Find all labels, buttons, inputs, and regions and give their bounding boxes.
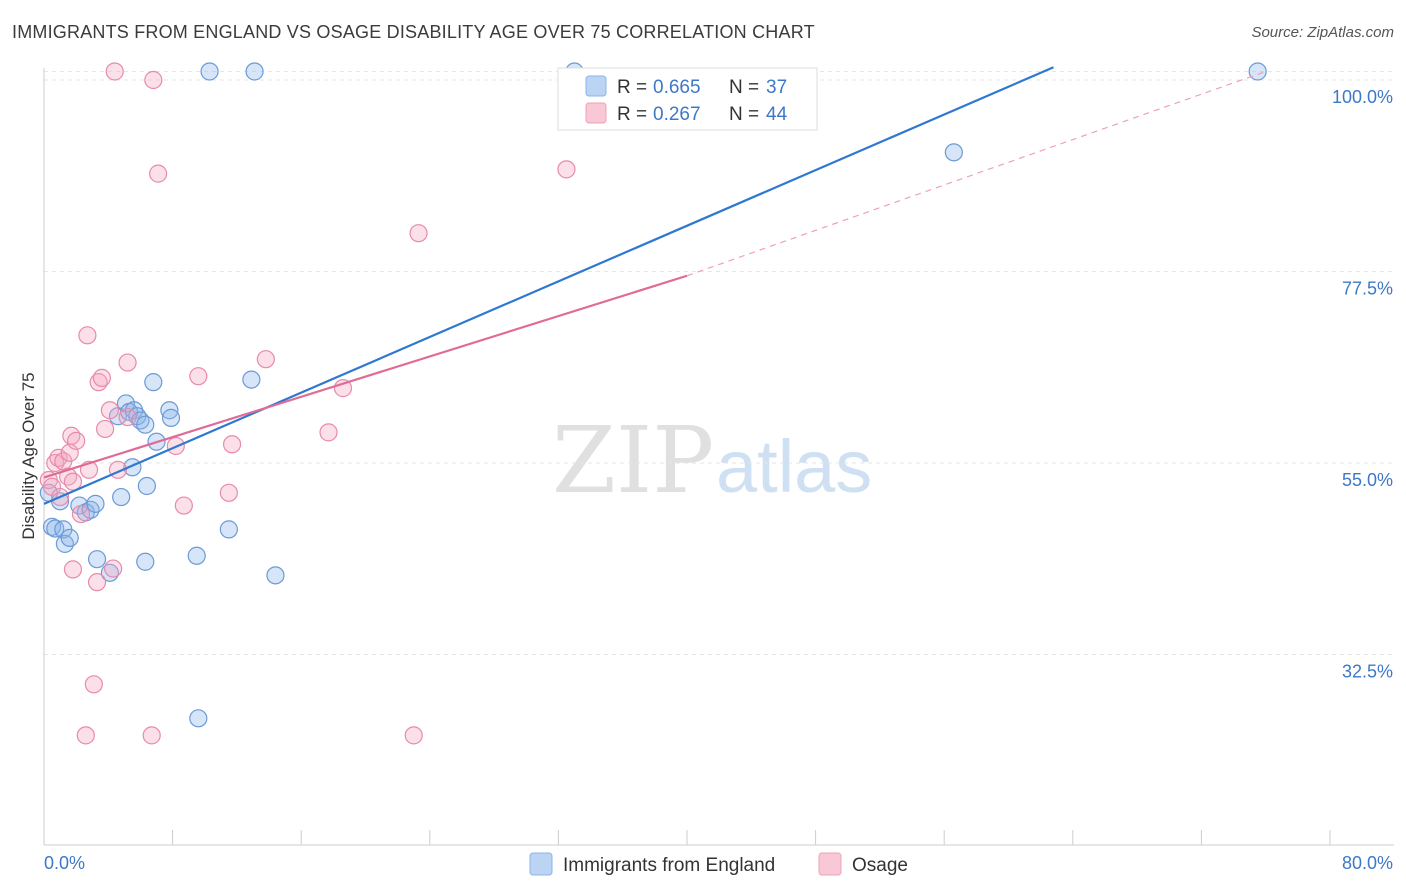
series-legend-swatch-england xyxy=(529,852,553,876)
y-tick-label-1: 55.0% xyxy=(1342,470,1393,490)
osage-point-3 xyxy=(49,448,68,467)
chart-title: IMMIGRANTS FROM ENGLAND VS OSAGE DISABIL… xyxy=(12,22,815,42)
osage-point-26 xyxy=(105,62,124,81)
osage-point-17 xyxy=(87,573,107,592)
y-tick-label-2: 77.5% xyxy=(1342,279,1393,299)
osage-trend-extension xyxy=(686,70,1266,277)
england-point-27 xyxy=(161,408,181,427)
watermark-zip: ZIP xyxy=(552,407,714,514)
england-point-28 xyxy=(187,546,206,565)
osage-point-11 xyxy=(67,431,86,450)
x-ticks xyxy=(43,830,1331,845)
england-point-25 xyxy=(144,373,163,392)
england-point-31 xyxy=(219,520,238,539)
england-point-37 xyxy=(1248,62,1267,81)
osage-point-27 xyxy=(142,726,161,745)
england-point-29 xyxy=(189,709,208,728)
england-point-32 xyxy=(242,370,261,389)
osage-point-22 xyxy=(104,559,123,578)
england-point-21 xyxy=(137,476,156,496)
england-trend-line xyxy=(43,66,1054,505)
axes xyxy=(43,68,1394,846)
england-point-9 xyxy=(81,500,100,519)
osage-point-28 xyxy=(144,70,163,90)
osage-point-38 xyxy=(404,726,423,745)
series-legend-label-osage: Osage xyxy=(852,855,908,876)
y-tick-labels: 32.5% 55.0% 77.5% 100.0% xyxy=(1332,87,1393,682)
legend-swatch-england xyxy=(585,75,607,97)
data-points xyxy=(39,62,1267,745)
england-point-30 xyxy=(200,62,219,81)
legend-r-value-england: 0.665 xyxy=(653,77,701,98)
osage-point-12 xyxy=(71,504,91,524)
osage-point-13 xyxy=(76,726,95,745)
england-point-10 xyxy=(86,494,105,513)
osage-point-19 xyxy=(92,368,111,387)
x-tick-label-min: 0.0% xyxy=(44,853,85,873)
osage-trend-line xyxy=(43,274,688,479)
england-point-23 xyxy=(136,552,155,571)
osage-point-35 xyxy=(256,350,275,369)
osage-point-32 xyxy=(189,367,208,386)
england-point-17 xyxy=(112,487,131,507)
england-point-33 xyxy=(245,62,264,81)
legend-n-value-osage: 44 xyxy=(766,104,788,125)
legend-r-value-osage: 0.267 xyxy=(653,104,701,125)
osage-point-36 xyxy=(319,423,338,442)
england-point-11 xyxy=(87,550,107,569)
osage-point-37 xyxy=(333,379,353,398)
osage-point-20 xyxy=(95,419,115,439)
y-tick-label-0: 32.5% xyxy=(1342,662,1393,682)
england-point-36 xyxy=(944,143,963,162)
osage-point-31 xyxy=(174,496,193,515)
watermark-atlas: atlas xyxy=(716,425,872,508)
legend-swatch-osage xyxy=(585,102,607,124)
osage-point-25 xyxy=(118,407,137,427)
england-point-1 xyxy=(42,517,62,536)
england-point-5 xyxy=(55,534,74,553)
legend-n-label-england: N = xyxy=(729,77,759,98)
legend-n-label-osage: N = xyxy=(729,104,759,125)
series-legend-label-england: Immigrants from England xyxy=(563,855,775,876)
y-axis-label: Disability Age Over 75 xyxy=(19,372,38,539)
trend-lines xyxy=(43,66,1266,505)
stats-legend: R = 0.665 N = 37 R = 0.267 N = 44 xyxy=(557,67,818,131)
osage-point-10 xyxy=(62,426,81,445)
osage-point-16 xyxy=(84,675,103,694)
osage-point-33 xyxy=(219,483,238,502)
england-point-6 xyxy=(60,528,79,547)
x-tick-label-max: 80.0% xyxy=(1342,853,1393,873)
osage-point-9 xyxy=(63,560,83,579)
osage-point-14 xyxy=(78,326,97,345)
england-point-26 xyxy=(160,401,179,420)
osage-point-39 xyxy=(409,224,428,243)
gridlines xyxy=(44,70,1394,655)
osage-point-21 xyxy=(100,401,120,420)
source-label: Source: ZipAtlas.com xyxy=(1251,24,1394,41)
series-legend-swatch-osage xyxy=(818,852,842,876)
osage-point-40 xyxy=(557,160,576,179)
legend-n-value-england: 37 xyxy=(766,77,787,98)
series-legend: Immigrants from England Osage xyxy=(529,852,908,876)
osage-point-29 xyxy=(149,164,168,183)
england-point-34 xyxy=(266,566,285,585)
osage-point-24 xyxy=(118,353,137,372)
y-tick-label-3: 100.0% xyxy=(1332,87,1393,107)
england-point-22 xyxy=(136,415,155,434)
legend-r-label-osage: R = xyxy=(617,104,647,125)
osage-point-34 xyxy=(222,435,242,454)
legend-r-label-england: R = xyxy=(617,77,647,98)
